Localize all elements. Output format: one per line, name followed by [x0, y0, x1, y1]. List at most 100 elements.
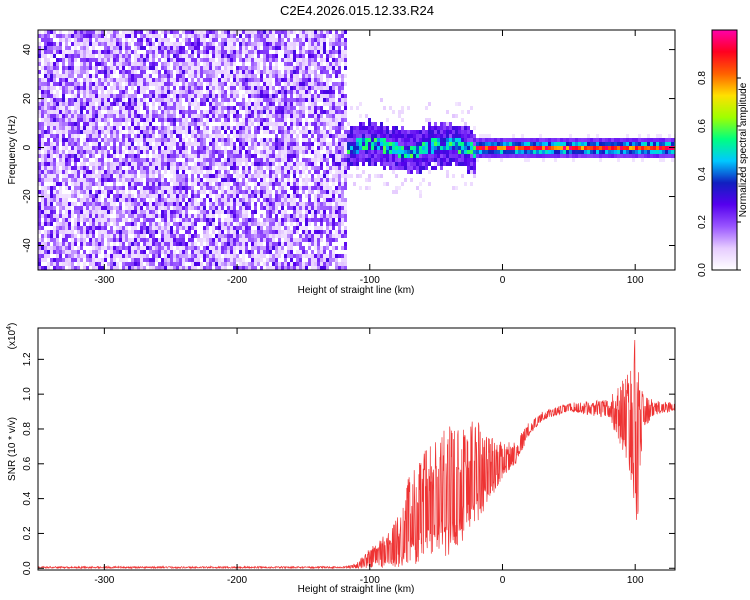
spectrogram-cell	[266, 234, 269, 238]
spectrogram-cell	[266, 118, 269, 122]
spectrogram-cell	[323, 218, 326, 222]
spectrogram-cell	[254, 130, 257, 134]
spectrogram-cell	[278, 70, 281, 74]
spectrogram-cell	[182, 186, 185, 190]
spectrogram-cell	[161, 258, 164, 262]
spectrogram-cell	[326, 70, 329, 74]
spectrogram-cell	[164, 170, 167, 174]
spectrogram-cell	[92, 134, 95, 138]
spectrogram-cell	[239, 74, 242, 78]
spectrogram-cell	[188, 158, 191, 162]
spectrogram-cell	[74, 162, 77, 166]
spectrogram-cell	[110, 86, 113, 90]
spectrogram-cell	[104, 178, 107, 182]
spectrogram-cell	[116, 134, 119, 138]
spectrogram-cell	[260, 90, 263, 94]
spectrogram-cell	[128, 134, 131, 138]
spectrogram-cell	[197, 150, 200, 154]
spectrogram-cell	[134, 46, 137, 50]
spectrogram-cell	[251, 242, 254, 246]
spectrogram-cell	[221, 230, 224, 234]
spectrogram-cell	[119, 114, 122, 118]
spectrogram-cell	[62, 66, 65, 70]
spectrogram-cell	[59, 262, 62, 266]
spectrogram-cell	[83, 102, 86, 106]
spectrogram-cell	[185, 122, 188, 126]
spectrogram-cell	[131, 138, 134, 142]
spectrogram-cell	[119, 174, 122, 178]
spectrogram-cell	[122, 158, 125, 162]
spectrogram-cell	[323, 266, 326, 270]
spectrogram-cell	[182, 50, 185, 54]
spectrogram-cell	[83, 54, 86, 58]
spectrogram-cell	[116, 82, 119, 86]
spectrogram-cell	[74, 50, 77, 54]
spectrogram-cell	[173, 138, 176, 142]
spectrogram-cell	[260, 74, 263, 78]
spectrogram-cell	[80, 86, 83, 90]
spectrogram-cell	[275, 66, 278, 70]
spectrogram-cell	[200, 262, 203, 266]
spectrogram-cell	[167, 74, 170, 78]
spectrogram-cell	[284, 166, 287, 170]
spectrogram-cell	[137, 194, 140, 198]
spectrogram-cell	[53, 54, 56, 58]
spectrogram-cell	[122, 266, 125, 270]
spectrogram-cell	[89, 118, 92, 122]
spectrogram-cell	[107, 242, 110, 246]
spectrogram-cell	[176, 174, 179, 178]
spectrogram-cell	[182, 54, 185, 58]
spectrogram-cell	[83, 142, 86, 146]
spectrogram-cell	[92, 194, 95, 198]
spectrogram-cell	[212, 166, 215, 170]
spectrogram-cell	[203, 158, 206, 162]
spectrogram-cell	[233, 226, 236, 230]
spectrogram-cell	[206, 214, 209, 218]
spectrogram-cell	[41, 226, 44, 230]
spectrogram-cell	[83, 162, 86, 166]
spectrogram-cell	[188, 98, 191, 102]
spectrogram-cell	[131, 154, 134, 158]
spectrogram-cell	[65, 142, 68, 146]
spectrogram-cell	[131, 202, 134, 206]
spectrogram-cell	[212, 226, 215, 230]
spectrogram-cell	[245, 154, 248, 158]
spectrogram-cell	[86, 230, 89, 234]
spectrogram-cell	[269, 170, 272, 174]
spectrogram-cell	[272, 226, 275, 230]
spectrogram-cell	[164, 218, 167, 222]
spectrogram-cell	[62, 214, 65, 218]
spectrogram-cell	[239, 66, 242, 70]
spectrogram-cell	[83, 46, 86, 50]
spectrogram-cell	[275, 54, 278, 58]
spectrogram-cell	[242, 214, 245, 218]
spectrogram-cell	[281, 134, 284, 138]
spectrogram-cell	[170, 266, 173, 270]
spectrogram-cell	[158, 38, 161, 42]
spectrogram-cell	[212, 98, 215, 102]
spectrogram-cell	[272, 74, 275, 78]
spectrogram-cell	[89, 230, 92, 234]
spectrogram-cell	[299, 98, 302, 102]
spectrogram-cell	[197, 202, 200, 206]
spectrogram-cell	[101, 150, 104, 154]
spectrogram-cell	[275, 98, 278, 102]
spectrogram-cell	[134, 234, 137, 238]
spectrogram-cell	[269, 154, 272, 158]
spectrogram-cell	[68, 126, 71, 130]
spectrogram-cell	[77, 182, 80, 186]
spectrogram-cell	[65, 234, 68, 238]
spectrogram-cell	[98, 138, 101, 142]
spectrogram-cell	[329, 30, 332, 34]
spectrogram-cell	[281, 246, 284, 250]
spectrogram-cell	[98, 134, 101, 138]
spectrogram-cell	[173, 250, 176, 254]
spectrogram-cell	[317, 210, 320, 214]
spectrogram-cell	[65, 214, 68, 218]
spectrogram-cell	[323, 126, 326, 130]
spectrogram-cell	[227, 206, 230, 210]
spectrogram-cell	[152, 78, 155, 82]
spectrogram-cell	[320, 190, 323, 194]
spectrogram-cell	[50, 70, 53, 74]
spectrogram-cell	[272, 162, 275, 166]
